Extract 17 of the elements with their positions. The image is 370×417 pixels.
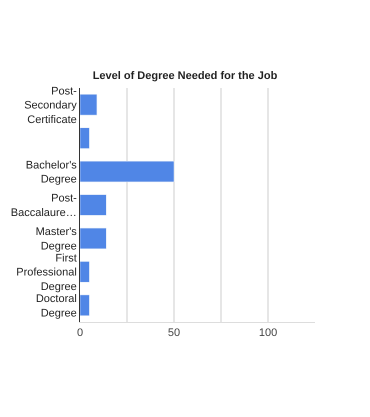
bar <box>80 294 90 316</box>
y-tick-label: Bachelor's Degree <box>26 159 78 186</box>
y-tick-label: Doctoral Degree <box>36 292 77 320</box>
x-tick-label: 50 <box>168 327 180 340</box>
y-tick-label: Post-Secondary Certificate <box>24 85 78 126</box>
bar <box>80 94 98 116</box>
bar <box>80 228 107 250</box>
bar <box>80 128 90 149</box>
y-tick-label: Master's Degree <box>36 226 78 252</box>
y-tick-label: Post-Baccalaure… <box>10 192 78 219</box>
y-tick-label: First Professional Degree <box>16 252 77 294</box>
x-tick-label: 0 <box>76 327 84 340</box>
bar <box>80 194 107 216</box>
chart-title: Level of Degree Needed for the Job <box>92 70 278 82</box>
bar <box>80 261 90 282</box>
x-tick-label: 100 <box>258 327 278 340</box>
bar <box>80 160 174 182</box>
